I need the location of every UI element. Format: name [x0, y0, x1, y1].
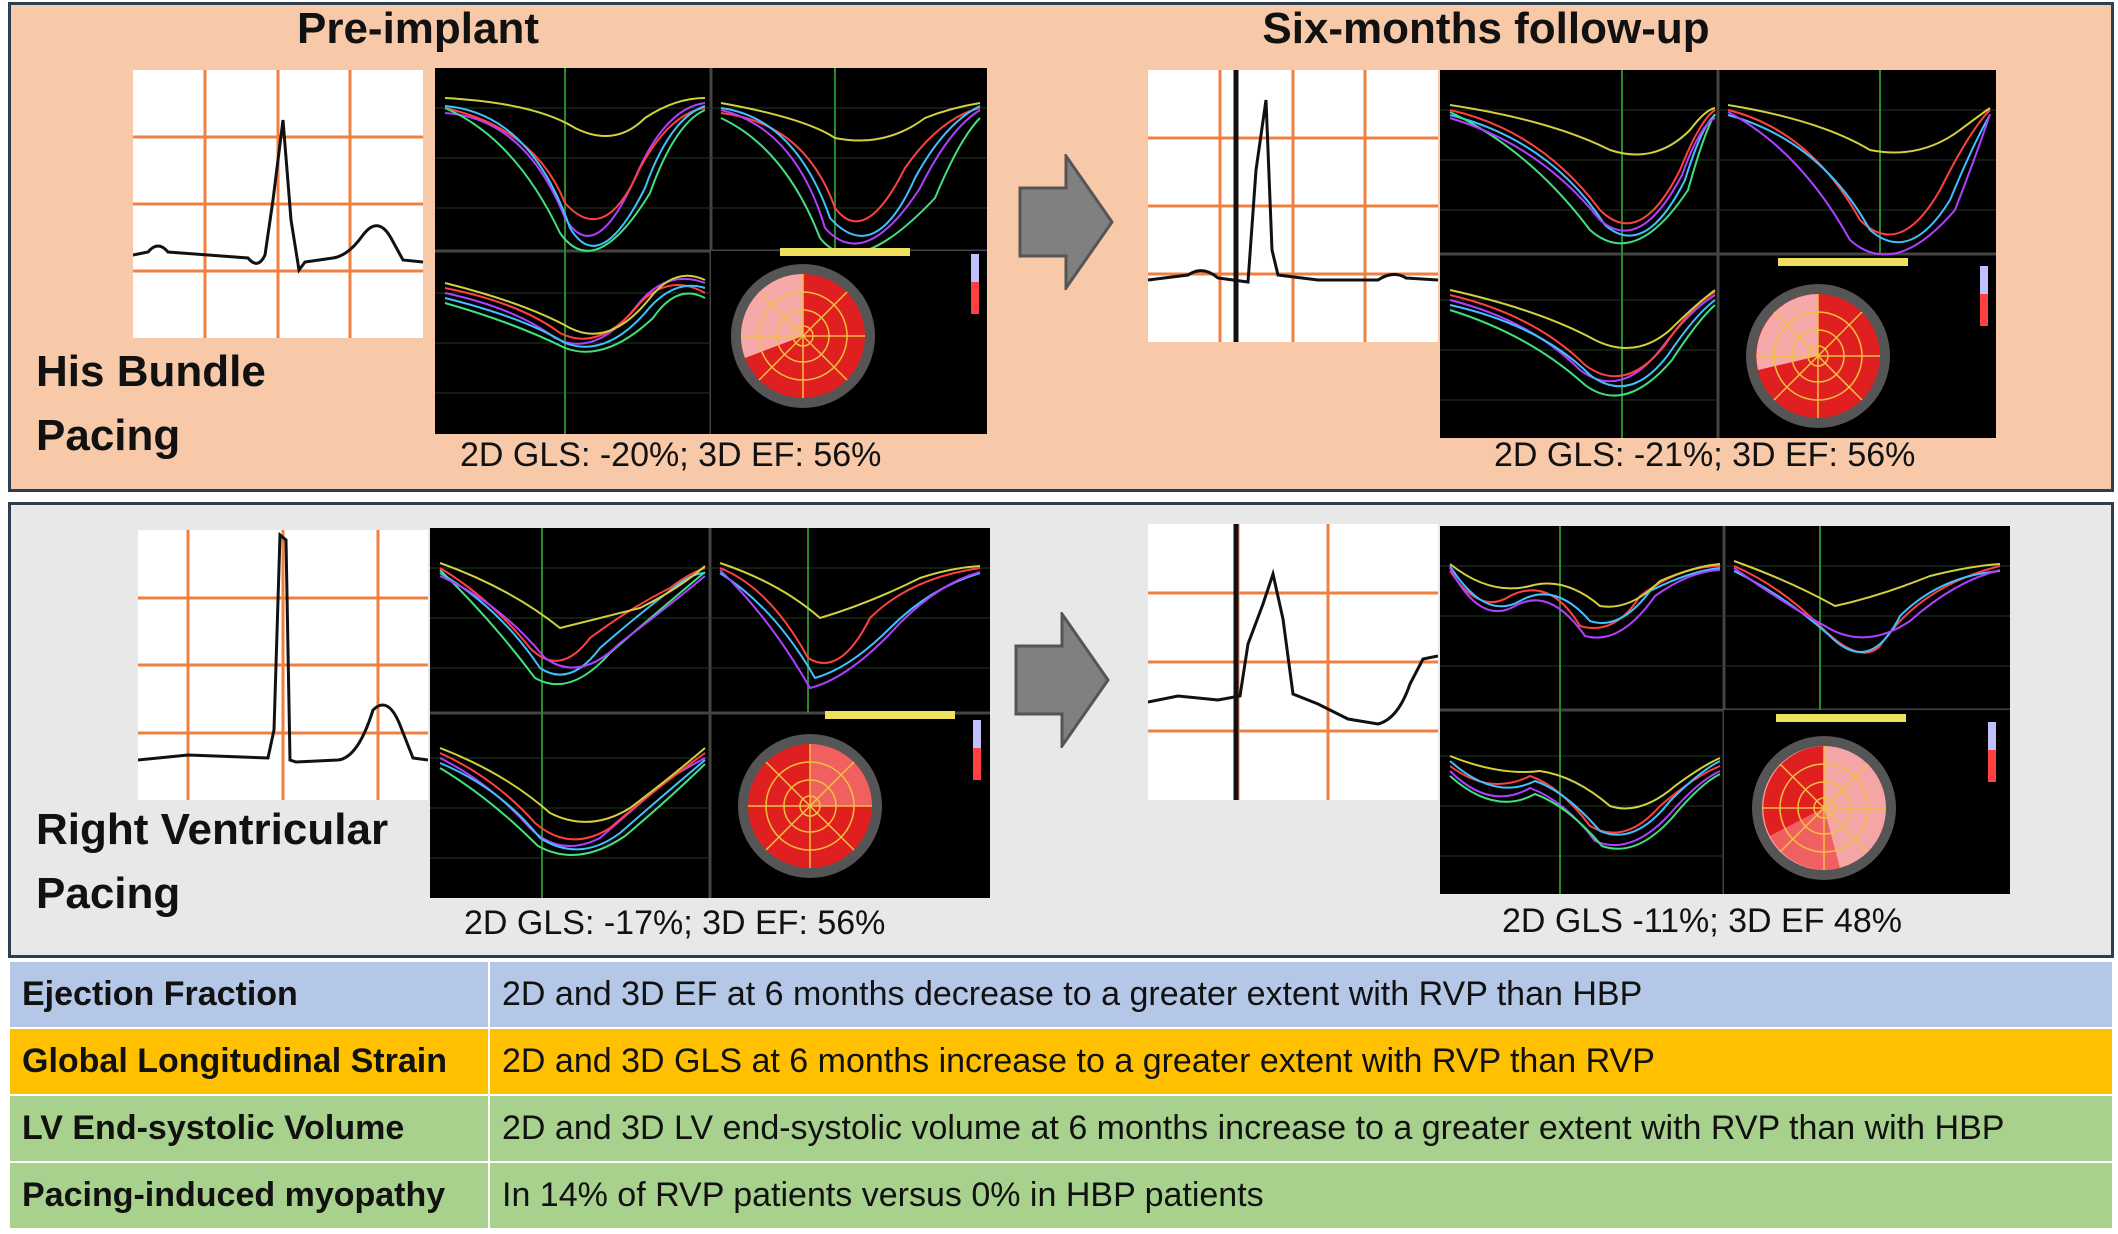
hbp-pre-ecg	[133, 70, 423, 338]
rvp-pre-metric: 2D GLS: -17%; 3D EF: 56%	[464, 904, 886, 942]
row-text-global-longitudinal-strain: 2D and 3D GLS at 6 months increase to a …	[488, 1027, 2114, 1096]
row-label-lv-end-systolic-volume: LV End-systolic Volume	[8, 1094, 490, 1163]
rvp-pre-strain-panels	[430, 528, 990, 898]
row-text-pacing-induced-myopathy: In 14% of RVP patients versus 0% in HBP …	[488, 1161, 2114, 1230]
hbp-label-line1: His Bundle	[36, 347, 266, 396]
row-text-lv-end-systolic-volume: 2D and 3D LV end-systolic volume at 6 mo…	[488, 1094, 2114, 1163]
hbp-label: His Bundle Pacing	[36, 340, 266, 468]
hbp-post-ecg	[1148, 70, 1438, 342]
rvp-post-strain-panels	[1440, 526, 2010, 894]
summary-table: Ejection Fraction 2D and 3D EF at 6 mont…	[8, 960, 2114, 1230]
hbp-arrow-icon	[1018, 154, 1114, 290]
row-label-pacing-induced-myopathy: Pacing-induced myopathy	[8, 1161, 490, 1230]
rvp-label-line1: Right Ventricular	[36, 805, 389, 854]
row-text-ejection-fraction: 2D and 3D EF at 6 months decrease to a g…	[488, 960, 2114, 1029]
hbp-post-strain-panels	[1440, 70, 1996, 438]
table-row: LV End-systolic Volume 2D and 3D LV end-…	[8, 1094, 2114, 1163]
rvp-label: Right Ventricular Pacing	[36, 798, 388, 926]
follow-up-title: Six-months follow-up	[1262, 4, 1710, 53]
table-row: Pacing-induced myopathy In 14% of RVP pa…	[8, 1161, 2114, 1230]
row-label-ejection-fraction: Ejection Fraction	[8, 960, 490, 1029]
row-label-global-longitudinal-strain: Global Longitudinal Strain	[8, 1027, 490, 1096]
table-row: Global Longitudinal Strain 2D and 3D GLS…	[8, 1027, 2114, 1096]
hbp-pre-strain-panels	[435, 68, 987, 434]
hbp-post-metric: 2D GLS: -21%; 3D EF: 56%	[1494, 436, 1916, 474]
rvp-post-metric: 2D GLS -11%; 3D EF 48%	[1502, 902, 1902, 940]
pre-implant-title: Pre-implant	[296, 4, 540, 53]
rvp-label-line2: Pacing	[36, 869, 181, 918]
rvp-arrow-icon	[1014, 612, 1110, 748]
hbp-pre-metric: 2D GLS: -20%; 3D EF: 56%	[460, 436, 882, 474]
rvp-post-ecg	[1148, 524, 1438, 800]
rvp-pre-ecg	[138, 530, 428, 800]
table-row: Ejection Fraction 2D and 3D EF at 6 mont…	[8, 960, 2114, 1029]
hbp-label-line2: Pacing	[36, 411, 181, 460]
